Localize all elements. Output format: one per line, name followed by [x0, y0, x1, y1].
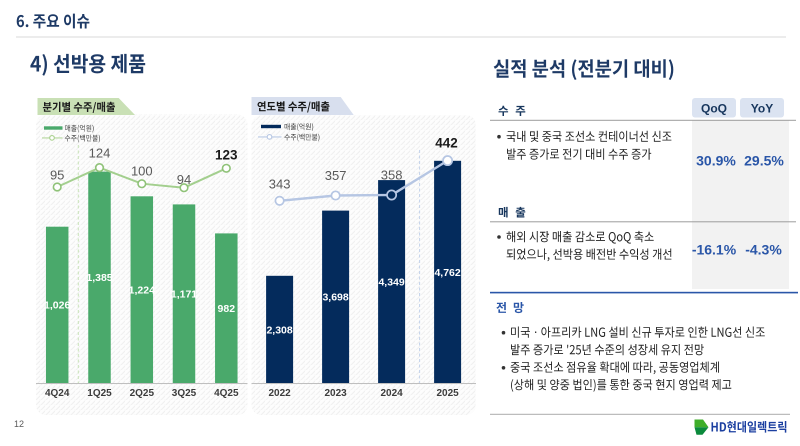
svg-text:124: 124 [89, 146, 111, 161]
svg-text:1,171: 1,171 [171, 289, 197, 301]
svg-text:442: 442 [435, 136, 458, 151]
svg-text:4,762: 4,762 [434, 267, 460, 279]
svg-text:2,308: 2,308 [266, 324, 292, 336]
svg-text:358: 358 [381, 168, 403, 183]
svg-text:1,026: 1,026 [44, 300, 70, 312]
svg-text:100: 100 [131, 164, 153, 179]
svg-text:12: 12 [14, 419, 24, 429]
svg-text:4Q24: 4Q24 [45, 388, 70, 399]
svg-text:3Q25: 3Q25 [172, 388, 197, 399]
svg-text:2025: 2025 [436, 388, 459, 399]
svg-text:123: 123 [215, 148, 238, 163]
svg-text:QoQ: QoQ [701, 102, 727, 116]
svg-text:1Q25: 1Q25 [87, 388, 112, 399]
svg-text:95: 95 [50, 168, 64, 183]
svg-text:2Q25: 2Q25 [130, 388, 155, 399]
svg-text:1,385: 1,385 [86, 272, 112, 284]
svg-text:-4.3%: -4.3% [745, 241, 782, 257]
svg-text:4,349: 4,349 [378, 276, 404, 288]
svg-text:1,224: 1,224 [129, 285, 155, 297]
svg-text:343: 343 [269, 176, 291, 191]
svg-text:94: 94 [177, 172, 191, 187]
svg-text:4Q25: 4Q25 [214, 388, 239, 399]
svg-text:357: 357 [325, 168, 347, 183]
svg-text:3,698: 3,698 [322, 292, 348, 304]
svg-text:982: 982 [218, 303, 236, 315]
svg-text:2022: 2022 [268, 388, 291, 399]
svg-text:YoY: YoY [751, 102, 773, 116]
svg-text:30.9%: 30.9% [696, 153, 736, 169]
svg-text:2023: 2023 [324, 388, 347, 399]
svg-text:-16.1%: -16.1% [692, 241, 737, 257]
svg-text:2024: 2024 [380, 388, 403, 399]
svg-text:29.5%: 29.5% [744, 153, 784, 169]
